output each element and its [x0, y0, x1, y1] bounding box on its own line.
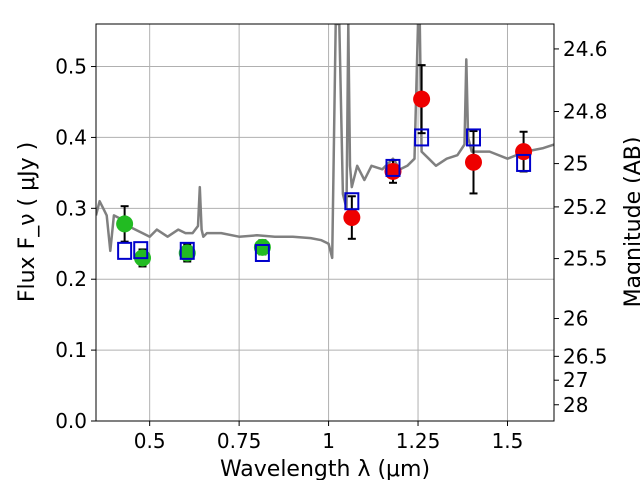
model-box-point [133, 241, 149, 260]
right-tick-label: 26 [563, 307, 588, 331]
points-layer [116, 90, 533, 267]
model-box-point [344, 192, 360, 211]
spectrum-layer [96, 24, 554, 260]
right-tick-label: 24.8 [563, 100, 608, 124]
y-tick-label: 0.4 [55, 125, 87, 149]
x-tick-label: 0.75 [217, 429, 262, 453]
right-tick-label: 28 [563, 393, 588, 417]
green-data-point [116, 215, 134, 233]
model-box-point [414, 128, 430, 147]
red-data-point [464, 153, 482, 171]
x-tick-label: 1.25 [396, 429, 441, 453]
red-data-point [343, 209, 361, 227]
y-axis-left: 0.0 0.1 0.2 0.3 0.4 0.5 [55, 55, 96, 433]
green-data-point [253, 238, 271, 256]
right-tick-label: 27 [563, 368, 588, 392]
y-tick-label: 0.0 [55, 409, 87, 433]
y-axis-right-title: Magnitude (AB) [621, 137, 640, 308]
model-box-point [465, 128, 481, 147]
y-tick-label: 0.5 [55, 55, 87, 79]
x-tick-label: 0.5 [134, 429, 166, 453]
model-box-point [254, 243, 270, 262]
model-box-point [117, 241, 133, 260]
right-tick-label: 26.5 [563, 344, 608, 368]
red-data-point [413, 90, 431, 108]
right-tick-label: 24.6 [563, 37, 608, 61]
model-layer [117, 128, 532, 262]
model-box-point [516, 153, 532, 172]
plot-frame [95, 23, 555, 422]
green-data-point [178, 244, 196, 262]
y-tick-label: 0.2 [55, 267, 87, 291]
y-tick-label: 0.1 [55, 338, 87, 362]
model-box-point [179, 241, 195, 260]
right-tick-label: 25 [563, 152, 588, 176]
x-tick-label: 1.5 [492, 429, 524, 453]
grid-lines [96, 24, 554, 422]
y-tick-label: 0.3 [55, 196, 87, 220]
x-tick-label: 1 [322, 429, 335, 453]
model-box-point [385, 158, 401, 177]
right-tick-label: 25.2 [563, 195, 608, 219]
x-axis-title: Wavelength λ (μm) [220, 457, 430, 480]
right-tick-label: 25.5 [563, 247, 608, 271]
spectrum-line [96, 24, 554, 260]
x-axis: 0.5 0.75 1 1.25 1.5 [134, 421, 524, 453]
y-axis-title: Flux F_ν ( μJy ) [15, 142, 40, 302]
